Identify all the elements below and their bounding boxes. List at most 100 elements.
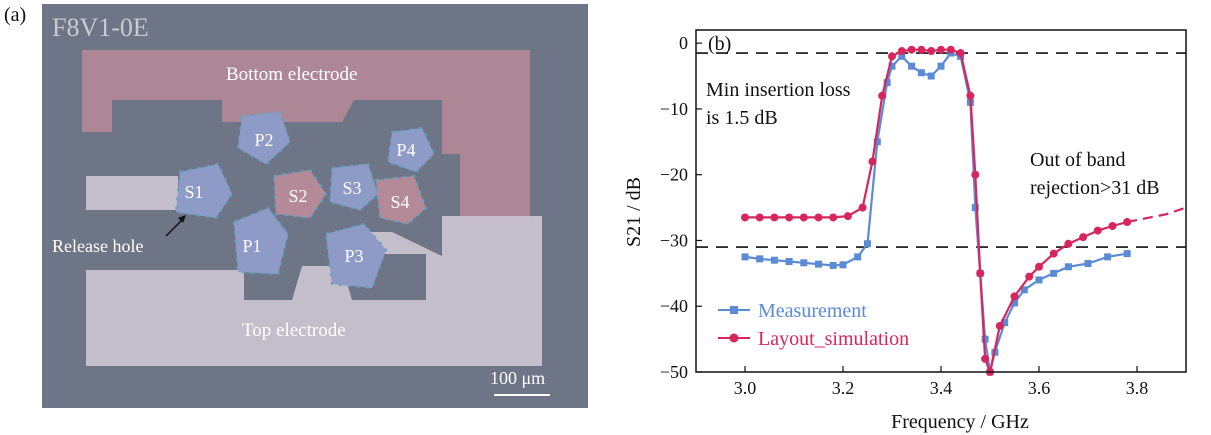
label-release-hole: Release hole bbox=[52, 236, 143, 256]
point-layout-simulation-19 bbox=[966, 91, 975, 100]
point-layout-simulation-7 bbox=[843, 212, 852, 221]
point-measurement-17 bbox=[937, 62, 945, 70]
resonator-s1 bbox=[174, 162, 234, 220]
y-tick-label-2: −20 bbox=[660, 165, 688, 185]
point-layout-simulation-27 bbox=[1035, 262, 1043, 271]
legend-label-measurement: Measurement bbox=[758, 300, 867, 322]
legend-marker-layout-simulation bbox=[729, 333, 739, 343]
y-axis-label: S21 / dB bbox=[623, 177, 645, 247]
label-s4: S4 bbox=[390, 192, 409, 212]
point-measurement-15 bbox=[917, 69, 925, 77]
x-tick-label-4: 3.8 bbox=[1126, 378, 1149, 398]
label-s1: S1 bbox=[184, 182, 203, 202]
label-s3: S3 bbox=[342, 178, 361, 198]
scale-bar bbox=[494, 394, 550, 396]
annotation-rejection-1: Out of band bbox=[1030, 149, 1126, 171]
point-layout-simulation-11 bbox=[888, 52, 896, 61]
release-hole-arrowhead bbox=[178, 215, 186, 223]
point-layout-simulation-1 bbox=[755, 213, 764, 222]
point-layout-simulation-9 bbox=[868, 157, 877, 166]
y-tick-label-3: −30 bbox=[660, 230, 688, 250]
annotation-insertion-loss-1: Min insertion loss bbox=[706, 79, 851, 101]
cavity-left bbox=[128, 224, 228, 262]
point-measurement-2 bbox=[770, 256, 778, 264]
point-measurement-13 bbox=[898, 52, 906, 60]
x-tick-label-2: 3.4 bbox=[930, 378, 953, 398]
label-p2: P2 bbox=[254, 130, 273, 150]
point-measurement-10 bbox=[873, 138, 881, 146]
point-measurement-27 bbox=[1011, 299, 1018, 307]
point-layout-simulation-16 bbox=[937, 45, 945, 54]
point-layout-simulation-25 bbox=[1010, 292, 1019, 301]
bottom-electrode bbox=[82, 50, 530, 224]
point-layout-simulation-3 bbox=[785, 213, 794, 222]
legend-label-layout-simulation: Layout_simulation bbox=[758, 328, 909, 350]
x-tick-label-1: 3.2 bbox=[832, 378, 855, 398]
y-tick-label-1: −10 bbox=[660, 99, 688, 119]
legend-marker-measurement bbox=[730, 306, 738, 314]
annotation-rejection-2: rejection>31 dB bbox=[1030, 177, 1160, 199]
point-measurement-26 bbox=[1001, 319, 1009, 327]
point-layout-simulation-32 bbox=[1108, 221, 1117, 230]
point-measurement-3 bbox=[785, 258, 793, 266]
point-measurement-34 bbox=[1123, 250, 1131, 258]
x-tick-label-3: 3.6 bbox=[1028, 378, 1051, 398]
point-measurement-16 bbox=[927, 72, 935, 80]
input-feed bbox=[86, 176, 178, 210]
point-measurement-29 bbox=[1035, 276, 1043, 284]
point-measurement-0 bbox=[741, 253, 749, 261]
label-p3: P3 bbox=[344, 246, 363, 266]
scale-bar-label: 100 μm bbox=[490, 368, 545, 388]
point-layout-simulation-20 bbox=[971, 170, 980, 179]
point-measurement-12 bbox=[888, 62, 896, 70]
point-layout-simulation-17 bbox=[946, 45, 955, 54]
microscope-image: F8V1-0E Bottom electrode Top electrode R… bbox=[42, 4, 588, 408]
point-layout-simulation-28 bbox=[1049, 249, 1058, 258]
point-measurement-21 bbox=[971, 204, 979, 212]
y-tick-label-0: 0 bbox=[679, 33, 688, 53]
point-layout-simulation-13 bbox=[907, 45, 916, 54]
panel-b-letter: (b) bbox=[708, 33, 731, 55]
label-top-electrode: Top electrode bbox=[242, 320, 346, 341]
point-measurement-7 bbox=[839, 261, 847, 269]
point-layout-simulation-26 bbox=[1025, 272, 1034, 281]
panel-a-letter: (a) bbox=[4, 4, 27, 26]
point-measurement-6 bbox=[829, 261, 837, 269]
legend: Measurement Layout_simulation bbox=[718, 300, 909, 350]
point-measurement-14 bbox=[908, 62, 916, 70]
label-p1: P1 bbox=[242, 236, 261, 256]
point-layout-simulation-14 bbox=[917, 45, 926, 54]
point-layout-simulation-5 bbox=[814, 213, 823, 222]
point-measurement-33 bbox=[1104, 253, 1112, 261]
resonator-s4 bbox=[374, 174, 428, 226]
point-layout-simulation-4 bbox=[799, 213, 808, 222]
point-measurement-9 bbox=[864, 240, 871, 248]
s21-chart: 3.0 3.2 3.4 3.6 3.8 0 −10 −20 −30 −40 −50 (b) Min … bbox=[623, 29, 1187, 433]
series-extrapolation-layout_simulation bbox=[1126, 206, 1187, 224]
resonator-p2 bbox=[236, 110, 292, 166]
point-layout-simulation-21 bbox=[976, 269, 985, 278]
point-measurement-8 bbox=[854, 253, 862, 261]
annotation-insertion-loss-2: is 1.5 dB bbox=[706, 107, 778, 129]
point-layout-simulation-15 bbox=[927, 47, 936, 56]
point-measurement-11 bbox=[883, 79, 891, 87]
point-layout-simulation-31 bbox=[1093, 226, 1102, 235]
point-layout-simulation-29 bbox=[1064, 239, 1073, 248]
resonator-p1 bbox=[232, 206, 290, 276]
point-measurement-4 bbox=[800, 259, 808, 267]
resonator-p4 bbox=[386, 126, 436, 174]
x-axis-label: Frequency / GHz bbox=[891, 411, 1029, 433]
label-p4: P4 bbox=[396, 140, 415, 160]
point-layout-simulation-2 bbox=[770, 213, 779, 222]
resonator-s3 bbox=[328, 162, 380, 212]
point-measurement-31 bbox=[1064, 263, 1072, 271]
y-tick-label-4: −40 bbox=[660, 296, 688, 316]
point-layout-simulation-24 bbox=[995, 321, 1004, 330]
point-layout-simulation-10 bbox=[878, 91, 887, 100]
series-line-layout_simulation bbox=[745, 48, 1128, 374]
point-layout-simulation-0 bbox=[741, 213, 749, 222]
point-measurement-5 bbox=[815, 260, 822, 268]
top-electrode bbox=[86, 216, 542, 366]
point-layout-simulation-22 bbox=[981, 354, 990, 363]
resonator-s2 bbox=[272, 168, 328, 220]
